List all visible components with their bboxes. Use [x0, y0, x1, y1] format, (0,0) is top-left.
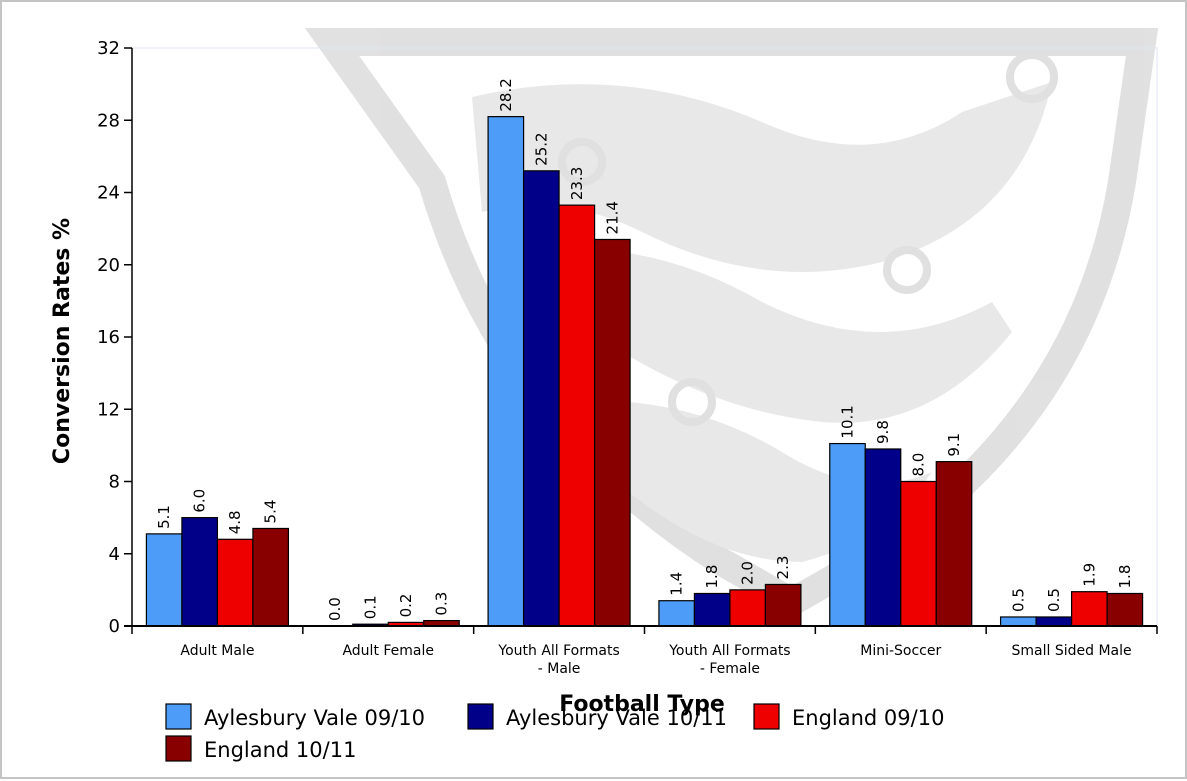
data-label: 5.1 — [155, 505, 173, 529]
data-label: 1.9 — [1080, 563, 1098, 587]
legend-swatch — [468, 704, 493, 729]
bar — [765, 584, 801, 626]
bar — [1107, 593, 1143, 626]
watermark-crest-icon — [332, 42, 1142, 602]
y-axis-title: Conversion Rates % — [50, 218, 75, 464]
data-label: 6.0 — [191, 489, 209, 513]
x-tick-label: Adult Male — [180, 643, 254, 659]
bar — [694, 593, 730, 626]
data-label: 10.1 — [839, 405, 857, 438]
legend-entry: Aylesbury Vale 09/10 — [204, 706, 425, 730]
data-label: 1.8 — [1116, 565, 1134, 589]
data-label: 0.3 — [433, 592, 451, 616]
y-tick-label: 0 — [109, 616, 120, 637]
data-label: 21.4 — [603, 201, 621, 234]
bar — [217, 539, 253, 626]
data-label: 1.4 — [668, 572, 686, 596]
data-label: 9.1 — [945, 433, 963, 457]
bar — [936, 462, 972, 626]
legend-swatch — [754, 704, 779, 729]
bar — [865, 449, 901, 626]
bar — [1072, 592, 1108, 626]
data-label: 25.2 — [532, 132, 550, 165]
data-label: 1.8 — [703, 565, 721, 589]
y-tick-label: 28 — [97, 110, 120, 131]
legend-entry: Aylesbury Vale 10/11 — [506, 706, 727, 730]
data-label: 0.5 — [1045, 588, 1063, 612]
legend-swatch — [166, 736, 191, 761]
y-tick-label: 4 — [109, 544, 120, 565]
x-tick-label: - Male — [538, 661, 581, 677]
x-tick-label: Youth All Formats — [497, 643, 619, 659]
x-tick-label: Adult Female — [342, 643, 434, 659]
data-label: 23.3 — [568, 167, 586, 200]
x-tick-label: - Female — [700, 661, 760, 677]
x-tick-label: Youth All Formats — [668, 643, 790, 659]
bar — [730, 590, 766, 626]
data-label: 28.2 — [497, 78, 515, 111]
y-tick-label: 12 — [97, 399, 120, 420]
bar — [559, 205, 595, 626]
data-label: 4.8 — [226, 510, 244, 534]
y-tick-label: 16 — [97, 327, 120, 348]
bar — [1001, 617, 1036, 626]
data-label: 5.4 — [262, 500, 280, 524]
bar — [659, 601, 695, 626]
y-tick-label: 24 — [97, 183, 120, 204]
bar — [488, 117, 524, 626]
bar — [146, 534, 182, 626]
bar — [1036, 617, 1072, 626]
x-tick-label: Small Sided Male — [1012, 643, 1132, 659]
data-label: 2.0 — [739, 561, 757, 585]
x-tick-label: Mini-Soccer — [860, 643, 941, 659]
bar — [901, 482, 937, 627]
bar — [830, 444, 866, 626]
legend-swatch — [166, 704, 191, 729]
data-label: 8.0 — [910, 453, 928, 477]
data-label: 0.5 — [1009, 588, 1027, 612]
data-label: 9.8 — [874, 420, 892, 444]
bar — [182, 518, 218, 626]
legend: Aylesbury Vale 09/10 Aylesbury Vale 10/11… — [166, 704, 944, 762]
legend-entry: England 10/11 — [204, 738, 356, 762]
data-label: 0.0 — [326, 597, 344, 621]
y-tick-label: 20 — [97, 255, 120, 276]
y-tick-label: 32 — [97, 38, 120, 59]
data-label: 2.3 — [774, 556, 792, 580]
bar — [595, 239, 631, 626]
data-label: 0.2 — [397, 594, 415, 618]
y-tick-label: 8 — [109, 472, 120, 493]
bar — [524, 171, 560, 626]
legend-entry: England 09/10 — [792, 706, 944, 730]
data-label: 0.1 — [362, 595, 380, 619]
bar — [253, 528, 289, 626]
